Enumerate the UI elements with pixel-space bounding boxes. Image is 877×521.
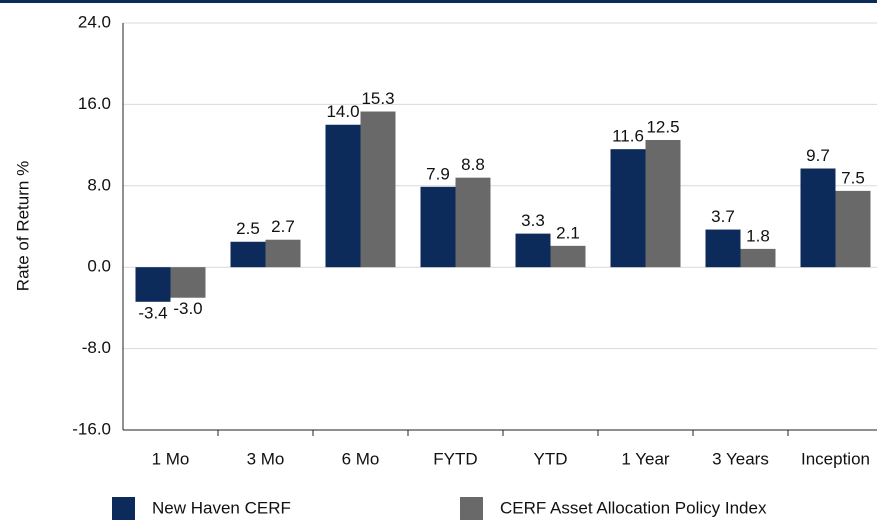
value-label: 14.0 <box>326 102 359 121</box>
bar <box>455 177 491 268</box>
bar <box>135 267 171 302</box>
bar <box>550 245 586 268</box>
bar <box>515 233 551 268</box>
bar <box>265 239 301 268</box>
value-label: 8.8 <box>461 155 485 174</box>
value-label: 3.7 <box>711 207 735 226</box>
value-label: 3.3 <box>521 211 545 230</box>
x-tick-label: FYTD <box>433 449 477 468</box>
x-tick-label: 3 Mo <box>247 449 285 468</box>
x-tick-label: 1 Year <box>621 449 670 468</box>
value-label: 11.6 <box>612 127 644 146</box>
y-tick-label: -16.0 <box>72 419 111 438</box>
x-tick-label: 3 Years <box>712 449 769 468</box>
x-tick-label: YTD <box>534 449 568 468</box>
legend-swatch <box>460 497 483 520</box>
value-label: 1.8 <box>746 226 770 245</box>
bar <box>705 229 741 268</box>
bar <box>610 149 646 268</box>
y-tick-label: -8.0 <box>82 338 111 357</box>
bar <box>835 190 871 268</box>
bar <box>230 241 266 268</box>
value-label: 7.9 <box>426 164 450 183</box>
x-tick-label: Inception <box>801 449 870 468</box>
value-label: -3.4 <box>138 303 167 322</box>
value-label: 9.7 <box>806 146 830 165</box>
value-label: 2.5 <box>236 219 260 238</box>
value-label: 7.5 <box>841 168 865 187</box>
bar <box>420 186 456 268</box>
value-label: 12.5 <box>646 117 679 136</box>
value-label: -3.0 <box>173 299 202 318</box>
bar <box>800 168 836 268</box>
value-label: 15.3 <box>361 89 394 108</box>
bar <box>325 124 361 268</box>
legend-label: New Haven CERF <box>152 498 291 517</box>
x-tick-label: 1 Mo <box>152 449 190 468</box>
bar <box>360 111 396 268</box>
bar <box>645 140 681 268</box>
x-tick-label: 6 Mo <box>342 449 380 468</box>
bar <box>170 267 206 298</box>
y-tick-label: 16.0 <box>78 94 111 113</box>
top-strip <box>0 0 877 3</box>
bar <box>740 248 776 268</box>
legend-label: CERF Asset Allocation Policy Index <box>500 498 767 517</box>
y-tick-label: 8.0 <box>87 175 111 194</box>
legend-swatch <box>112 497 135 520</box>
y-tick-label: 24.0 <box>78 12 111 31</box>
y-axis-title: Rate of Return % <box>13 161 32 291</box>
y-tick-label: 0.0 <box>87 257 111 276</box>
value-label: 2.7 <box>271 217 295 236</box>
value-label: 2.1 <box>556 223 580 242</box>
